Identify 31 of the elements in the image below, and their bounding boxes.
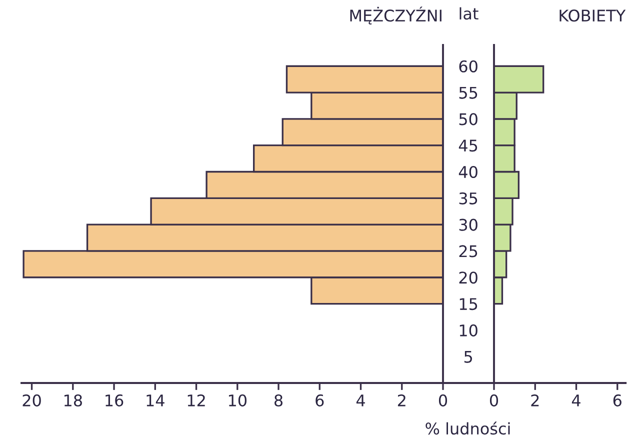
x-tick-label: 12 <box>188 394 205 406</box>
y-tick-label: 5 <box>464 351 472 363</box>
x-tick-label: 2 <box>531 394 539 406</box>
chart-title: MĘŻCZYŹNI <box>350 6 442 24</box>
y-tick-label: 40 <box>458 166 478 178</box>
x-tick-label: 20 <box>22 394 41 406</box>
y-tick-label: 50 <box>459 113 478 126</box>
x-tick-label: 0 <box>490 394 498 406</box>
y-tick-label: 35 <box>459 192 478 204</box>
y-tick-label: 30 <box>459 218 478 231</box>
y-axis-title: lat <box>460 7 478 20</box>
x-tick-label: 18 <box>64 394 82 406</box>
x-tick-label: 6 <box>613 394 622 406</box>
chart-title: KOBIETY <box>560 10 626 22</box>
y-tick-label: 15 <box>460 298 478 310</box>
x-tick-label: 2 <box>398 394 406 406</box>
x-tick-label: 6 <box>316 394 324 406</box>
y-tick-label: 25 <box>459 245 478 258</box>
y-tick-label: 10 <box>460 324 478 336</box>
y-tick-label: 55 <box>459 86 478 99</box>
x-tick-label: 4 <box>356 394 365 406</box>
x-tick-label: 14 <box>146 394 164 406</box>
y-tick-label: 20 <box>459 272 478 284</box>
x-tick-label: 4 <box>572 394 580 406</box>
x-axis-title: % ludności <box>426 422 510 435</box>
y-tick-label: 60 <box>459 60 478 72</box>
x-tick-label: 16 <box>106 394 124 406</box>
x-tick-label: 10 <box>228 394 246 406</box>
y-tick-label: 45 <box>458 140 478 152</box>
x-tick-label: 8 <box>274 394 282 406</box>
x-tick-label: 0 <box>438 394 448 406</box>
